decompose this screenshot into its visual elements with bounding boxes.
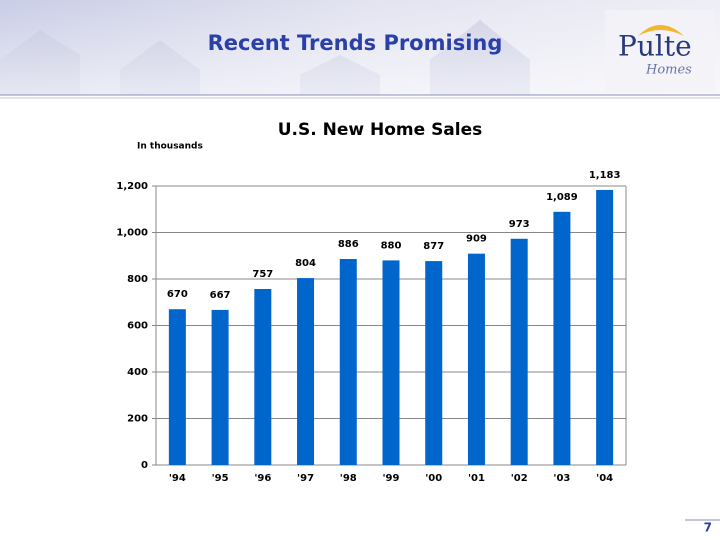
value-label: 886 — [338, 239, 359, 250]
value-label: 804 — [295, 258, 316, 269]
y-tick-label: 800 — [127, 274, 148, 285]
header-banner — [0, 0, 720, 99]
x-tick-label: '01 — [468, 473, 485, 484]
bar — [168, 309, 186, 465]
x-tick-label: '95 — [212, 473, 229, 484]
bar — [510, 238, 528, 465]
value-label: 877 — [423, 241, 444, 252]
value-label: 1,089 — [546, 192, 578, 203]
x-tick-label: '94 — [169, 473, 186, 484]
bar — [467, 253, 485, 465]
x-tick-label: '97 — [297, 473, 314, 484]
slide-title: Recent Trends Promising — [208, 31, 503, 55]
bar — [211, 309, 229, 465]
bar — [553, 211, 571, 465]
y-tick-label: 1,000 — [116, 228, 148, 239]
bar — [596, 189, 614, 465]
value-label: 670 — [167, 289, 188, 300]
logo-sun — [638, 25, 684, 36]
value-label: 757 — [252, 269, 273, 280]
value-label: 1,183 — [589, 170, 621, 181]
value-label: 667 — [210, 290, 231, 301]
bar — [382, 260, 400, 465]
chart-title: U.S. New Home Sales — [278, 120, 483, 140]
x-tick-label: '00 — [425, 473, 442, 484]
x-tick-label: '02 — [511, 473, 528, 484]
bar — [297, 278, 315, 465]
logo-tagline: Homes — [645, 63, 692, 78]
y-tick-label: 400 — [127, 367, 148, 378]
value-label: 909 — [466, 234, 487, 245]
logo-name: Pulte — [618, 30, 692, 63]
chart-subtitle: In thousands — [137, 142, 203, 152]
x-tick-label: '98 — [340, 473, 357, 484]
value-label: 973 — [509, 219, 530, 230]
x-tick-label: '99 — [383, 473, 400, 484]
y-tick-label: 600 — [127, 321, 148, 332]
x-tick-label: '03 — [553, 473, 570, 484]
page-number: 7 — [704, 521, 712, 535]
y-tick-label: 0 — [141, 460, 148, 471]
bar — [339, 259, 357, 465]
y-tick-label: 1,200 — [116, 181, 148, 192]
x-tick-label: '96 — [254, 473, 271, 484]
y-tick-label: 200 — [127, 414, 148, 425]
bar — [425, 261, 443, 465]
bar — [254, 288, 272, 465]
value-label: 880 — [381, 240, 402, 251]
x-tick-label: '04 — [596, 473, 613, 484]
